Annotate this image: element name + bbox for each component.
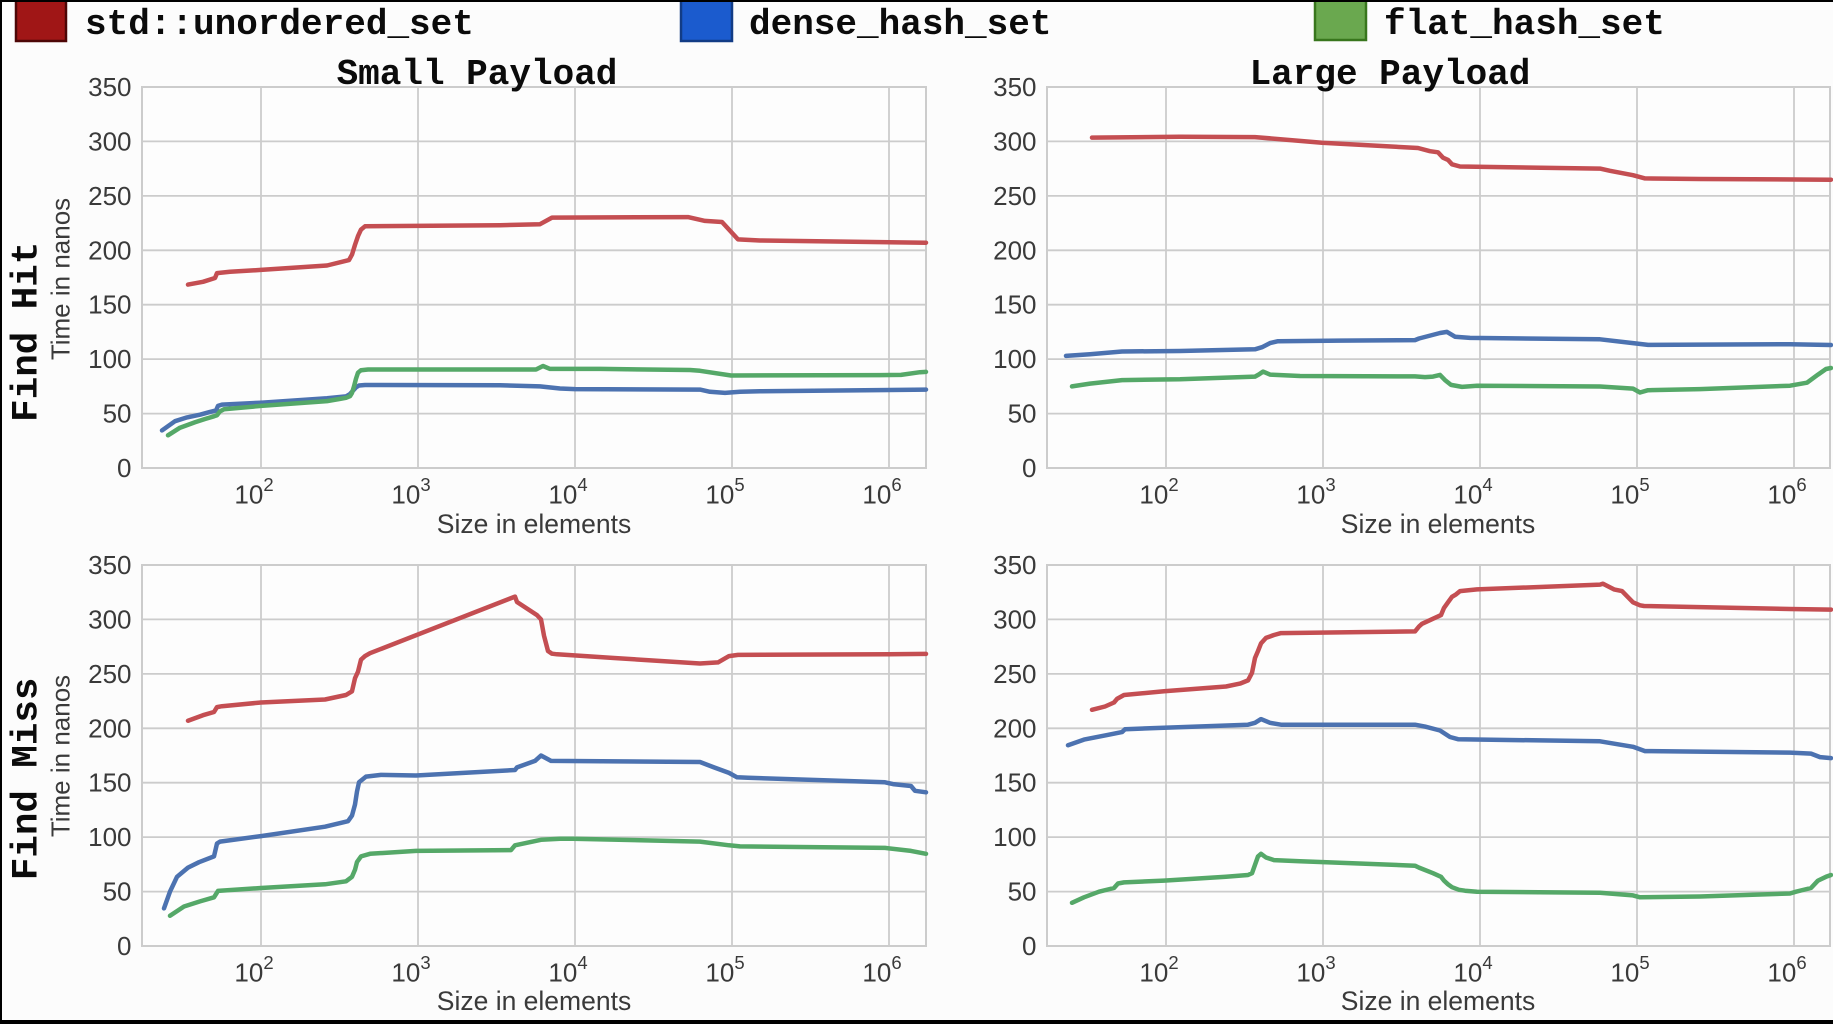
svg-text:50: 50	[103, 399, 132, 429]
svg-text:200: 200	[88, 235, 131, 265]
svg-text:50: 50	[1008, 877, 1037, 907]
svg-text:150: 150	[993, 290, 1036, 320]
svg-text:0: 0	[117, 931, 131, 961]
svg-text:Find Miss: Find Miss	[6, 678, 48, 881]
svg-text:150: 150	[88, 290, 131, 320]
svg-text:Size in elements: Size in elements	[437, 509, 631, 539]
svg-text:Time in nanos: Time in nanos	[45, 675, 75, 837]
svg-text:flat_hash_set: flat_hash_set	[1384, 4, 1665, 45]
svg-text:std::unordered_set: std::unordered_set	[85, 4, 474, 45]
svg-text:50: 50	[103, 877, 132, 907]
svg-text:dense_hash_set: dense_hash_set	[749, 4, 1051, 45]
svg-text:Find Hit: Find Hit	[6, 242, 48, 422]
svg-text:Size in elements: Size in elements	[437, 986, 631, 1016]
svg-text:100: 100	[993, 344, 1036, 374]
svg-text:350: 350	[993, 72, 1036, 102]
svg-text:350: 350	[993, 550, 1036, 580]
svg-text:250: 250	[88, 659, 131, 689]
svg-text:100: 100	[88, 822, 131, 852]
svg-text:100: 100	[993, 822, 1036, 852]
svg-text:250: 250	[993, 659, 1036, 689]
svg-text:300: 300	[88, 604, 131, 634]
svg-text:Time in nanos: Time in nanos	[45, 198, 75, 360]
svg-text:0: 0	[117, 453, 131, 483]
svg-text:200: 200	[88, 713, 131, 743]
svg-text:Large Payload: Large Payload	[1250, 54, 1531, 95]
svg-text:300: 300	[993, 604, 1036, 634]
svg-text:103: 103	[391, 474, 430, 510]
svg-text:350: 350	[88, 550, 131, 580]
svg-text:300: 300	[88, 126, 131, 156]
svg-text:200: 200	[993, 713, 1036, 743]
svg-text:350: 350	[88, 72, 131, 102]
svg-text:150: 150	[993, 768, 1036, 798]
svg-text:250: 250	[88, 181, 131, 211]
svg-text:Small Payload: Small Payload	[337, 54, 618, 95]
svg-text:150: 150	[88, 768, 131, 798]
svg-text:Size in elements: Size in elements	[1341, 509, 1535, 539]
svg-text:Size in elements: Size in elements	[1341, 986, 1535, 1016]
svg-text:50: 50	[1008, 399, 1037, 429]
svg-text:200: 200	[993, 235, 1036, 265]
svg-text:0: 0	[1022, 931, 1036, 961]
svg-text:250: 250	[993, 181, 1036, 211]
svg-text:300: 300	[993, 126, 1036, 156]
svg-text:100: 100	[88, 344, 131, 374]
svg-text:0: 0	[1022, 453, 1036, 483]
